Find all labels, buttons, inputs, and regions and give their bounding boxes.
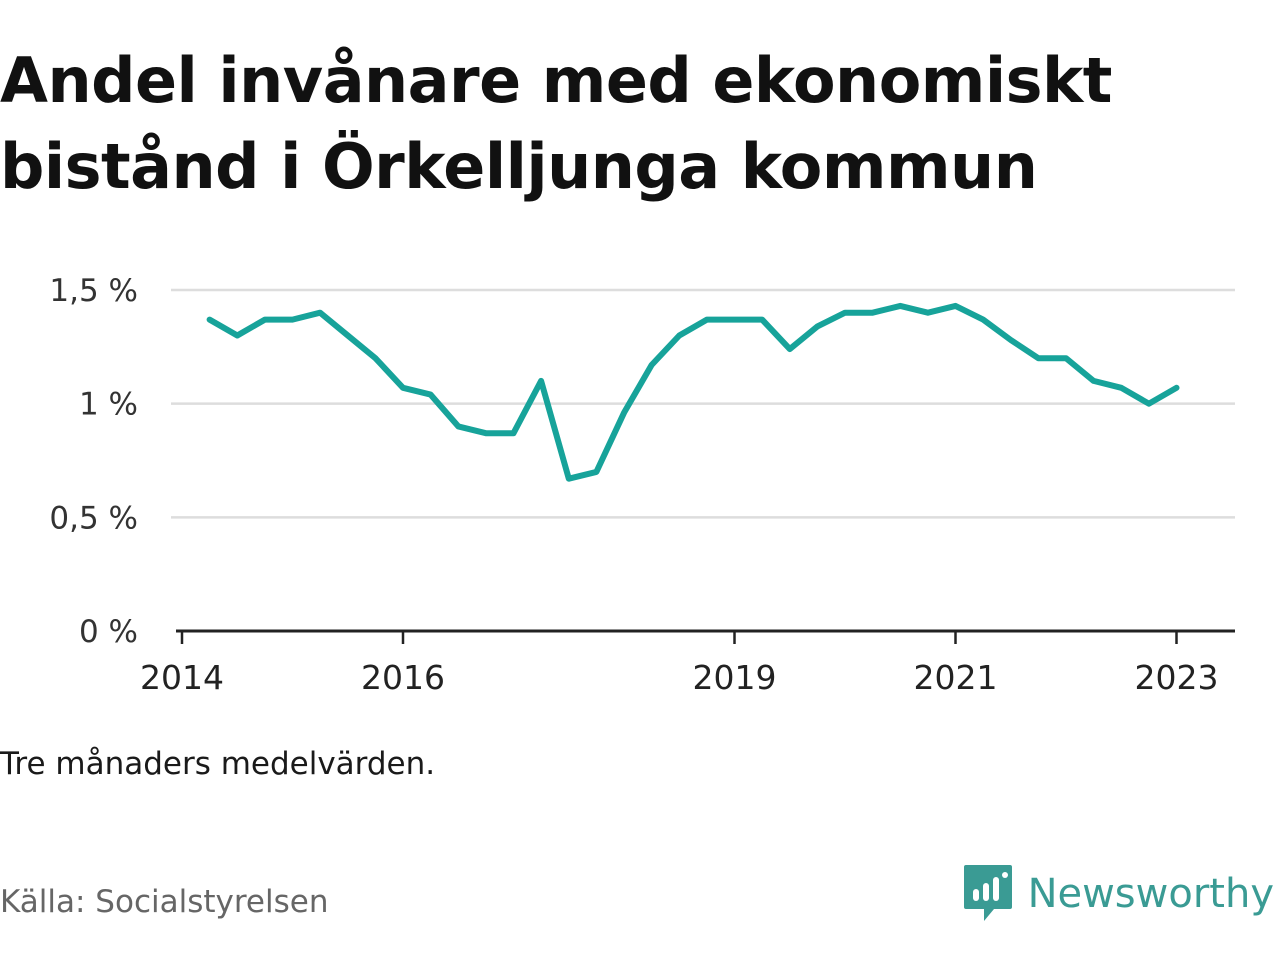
newsworthy-logo: Newsworthy: [962, 862, 1274, 926]
brand-name: Newsworthy: [1027, 871, 1274, 917]
chart-title: Andel invånare med ekonomiskt bistånd i …: [0, 38, 1270, 210]
y-tick-label: 1,5 %: [49, 273, 138, 309]
y-tick-label: 0 %: [79, 614, 138, 650]
chart-title-line-1: Andel invånare med ekonomiskt: [0, 44, 1112, 117]
newsworthy-logo-icon: [963, 865, 1012, 921]
source-label: Källa: Socialstyrelsen: [0, 884, 329, 920]
x-tick-label: 2021: [914, 658, 998, 697]
y-tick-label: 0,5 %: [49, 500, 138, 536]
line-chart: 0 % 0,5 % 1 % 1,5 % 2014 2016 2019 2021 2023: [49, 273, 1235, 697]
chart-title-line-2: bistånd i Örkelljunga kommun: [0, 130, 1038, 203]
x-tick-label: 2019: [693, 658, 777, 697]
chart-note: Tre månaders medelvärden.: [0, 746, 436, 782]
x-tick-label: 2014: [140, 658, 224, 697]
series-line: [206, 302, 1180, 482]
x-tick-label: 2016: [361, 658, 445, 697]
x-tick-label: 2023: [1135, 658, 1219, 697]
y-tick-label: 1 %: [79, 387, 138, 423]
